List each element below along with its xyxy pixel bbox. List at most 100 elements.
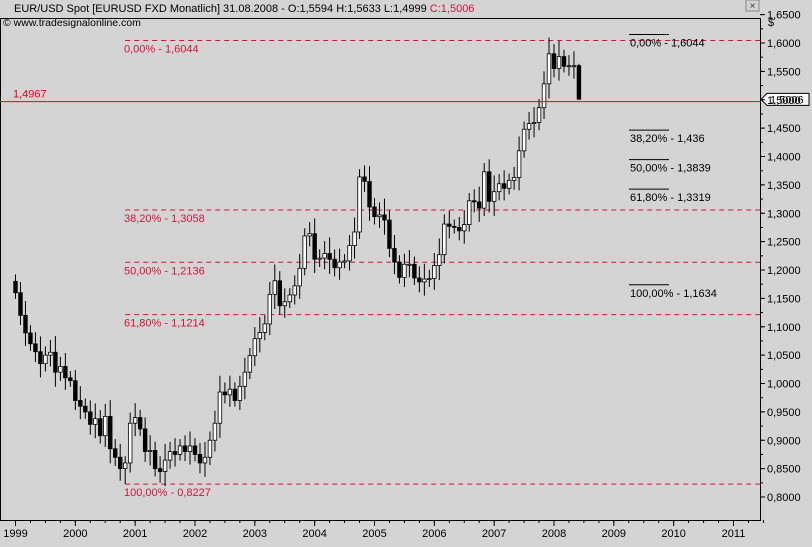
candle-body xyxy=(212,422,218,441)
candle xyxy=(103,403,108,447)
candle-body xyxy=(392,248,397,263)
candle xyxy=(207,431,213,466)
y-tick-label: 1,2500 xyxy=(767,237,801,249)
candle xyxy=(73,370,78,411)
candle xyxy=(38,336,43,378)
candle xyxy=(13,274,18,299)
candle-body xyxy=(302,235,307,269)
candle-body xyxy=(332,258,337,269)
candle-body xyxy=(172,451,178,455)
fib-level-label-left: 38,20% - 1,3058 xyxy=(124,213,205,225)
current-price-axis-label: 1,5006 xyxy=(770,94,804,106)
candle-body xyxy=(516,150,522,178)
candle-body xyxy=(137,417,143,430)
candle xyxy=(472,189,477,213)
candle xyxy=(427,269,432,287)
candle xyxy=(167,441,173,469)
candle-body xyxy=(63,366,68,379)
candle xyxy=(137,409,143,436)
candle xyxy=(142,417,148,462)
candle-body xyxy=(53,351,58,373)
candle-body xyxy=(397,261,402,278)
candle-body xyxy=(462,224,467,232)
candlestick-series xyxy=(13,37,582,487)
candle-body xyxy=(157,468,163,472)
source-credit: © www.tradesignalonline.com xyxy=(3,17,141,29)
candle-body xyxy=(387,219,392,249)
fib-level-label-right: 38,20% - 1,436 xyxy=(630,133,705,145)
candle-body xyxy=(382,214,387,221)
candle xyxy=(571,51,577,79)
candle xyxy=(511,166,517,190)
candle xyxy=(422,263,427,296)
x-tick-label: 2001 xyxy=(123,528,147,540)
y-tick-label: 1,6000 xyxy=(767,38,801,50)
x-tick-label: 2003 xyxy=(243,528,267,540)
x-tick-label: 2010 xyxy=(661,528,685,540)
candle-body xyxy=(491,191,497,202)
candle-body xyxy=(362,176,367,182)
candle xyxy=(23,301,28,346)
candle xyxy=(556,40,562,81)
candle xyxy=(242,357,248,400)
candle-body xyxy=(367,181,372,208)
x-tick-label: 1999 xyxy=(3,528,27,540)
candle xyxy=(566,55,572,76)
candle xyxy=(546,37,552,99)
candle xyxy=(402,253,407,287)
candle-body xyxy=(437,254,442,266)
candle-body xyxy=(277,280,282,307)
y-tick-label: 0,8000 xyxy=(767,492,801,504)
candle-body xyxy=(83,405,88,413)
candle-body xyxy=(207,439,213,458)
candle-body xyxy=(377,214,382,218)
candle xyxy=(412,256,417,285)
candle xyxy=(352,217,357,259)
candle xyxy=(28,325,33,351)
candle xyxy=(232,382,238,407)
fibonacci-labels: 0,00% - 1,6044 38,20% - 1,3058 50,00% - 1,… xyxy=(124,34,717,499)
candle-body xyxy=(68,377,73,382)
candle-body xyxy=(78,400,83,407)
candle-body xyxy=(177,445,183,455)
candle xyxy=(152,441,158,477)
candle-body xyxy=(58,366,63,373)
candle xyxy=(192,438,198,462)
candle-body xyxy=(23,314,28,334)
candle-body xyxy=(556,56,562,69)
candle xyxy=(292,275,297,305)
candle xyxy=(501,170,507,201)
candle xyxy=(118,443,123,481)
candle-body xyxy=(561,56,567,67)
close-button[interactable]: × xyxy=(745,0,760,12)
candle xyxy=(287,288,292,308)
candle xyxy=(481,163,487,216)
candle xyxy=(382,198,387,235)
candle-body xyxy=(103,416,108,437)
candle-body xyxy=(457,227,462,232)
candle-body xyxy=(127,422,133,464)
candle xyxy=(462,210,467,244)
candle xyxy=(312,218,317,274)
candle-body xyxy=(342,260,347,263)
candle xyxy=(362,165,367,192)
candle-body xyxy=(337,261,342,269)
y-tick-label: 1,5000 xyxy=(767,95,801,107)
chart-title-ohlc: EUR/USD Spot [EURUSD FXD Monatlich] 31.0… xyxy=(14,3,430,15)
candle-body xyxy=(142,428,148,452)
y-tick-label: 1,3000 xyxy=(767,208,801,220)
candle-body xyxy=(372,206,377,218)
candle xyxy=(521,121,527,158)
candle xyxy=(58,356,63,381)
candle-body xyxy=(28,332,33,345)
candle xyxy=(33,332,38,363)
candle xyxy=(98,409,103,444)
candle-body xyxy=(402,263,407,278)
candle-body xyxy=(202,456,208,464)
candle xyxy=(531,107,537,138)
x-tick-label: 2011 xyxy=(722,528,746,540)
candle-body xyxy=(352,231,357,246)
candle-body xyxy=(98,418,103,437)
candle xyxy=(222,382,228,404)
